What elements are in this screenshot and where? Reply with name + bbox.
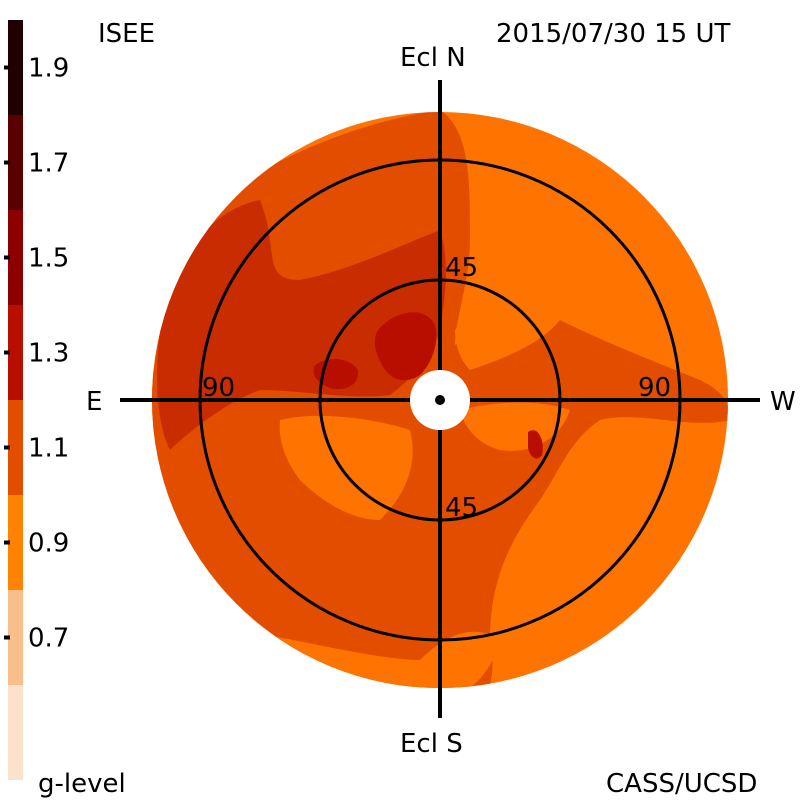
colorbar-tick-4: [4, 445, 10, 450]
colorbar-band-0: [8, 20, 23, 115]
colorbar-tick-label: 0.7: [28, 624, 69, 654]
colorbar-tick-label: 1.9: [28, 54, 69, 84]
colorbar: 1.9 1.7 1.5 1.3 1.1 0.9 0.7: [4, 20, 69, 780]
timestamp-label: 2015/07/30 15 UT: [496, 19, 730, 49]
colorbar-title: g-level: [38, 769, 126, 799]
colorbar-band-1: [8, 115, 23, 210]
colorbar-tick-label: 1.1: [28, 434, 69, 464]
sun-center-dot: [435, 395, 445, 405]
region-level-1-4-a: [374, 312, 437, 381]
ring-90-right-label: 90: [638, 373, 671, 403]
region-level-0-9-ne: [455, 306, 560, 370]
region-level-0-9-east-inner: [460, 402, 570, 451]
colorbar-tick-2: [4, 255, 10, 260]
colorbar-tick-label: 0.9: [28, 529, 69, 559]
colorbar-band-5: [8, 495, 23, 590]
colorbar-band-6: [8, 590, 23, 685]
colorbar-tick-6: [4, 635, 10, 640]
south-label: Ecl S: [400, 729, 463, 759]
region-level-1-2: [157, 200, 446, 450]
colorbar-tick-label: 1.5: [28, 244, 69, 274]
colorbar-band-3: [8, 305, 23, 400]
north-label: Ecl N: [400, 43, 466, 73]
east-label: E: [86, 387, 102, 417]
west-label: W: [770, 387, 796, 417]
credit-label: CASS/UCSD: [606, 769, 757, 799]
colorbar-tick-1: [4, 160, 10, 165]
ring-45-bottom-label: 45: [445, 493, 478, 523]
source-label: ISEE: [98, 19, 155, 49]
region-level-0-9-south: [279, 415, 413, 520]
colorbar-tick-label: 1.7: [28, 149, 69, 179]
colorbar-tick-label: 1.3: [28, 339, 69, 369]
colorbar-band-7: [8, 685, 23, 780]
colorbar-tick-0: [4, 65, 10, 70]
colorbar-tick-3: [4, 350, 10, 355]
ring-90-left-label: 90: [202, 373, 235, 403]
colorbar-band-2: [8, 210, 23, 305]
colorbar-band-4: [8, 400, 23, 495]
region-level-0-9-sw: [240, 630, 500, 688]
ring-45-top-label: 45: [445, 253, 478, 283]
skymap-disk: 45 45 90 90 Ecl N Ecl S E W: [86, 43, 796, 759]
colorbar-tick-5: [4, 540, 10, 545]
region-level-1-4-c: [528, 430, 543, 459]
